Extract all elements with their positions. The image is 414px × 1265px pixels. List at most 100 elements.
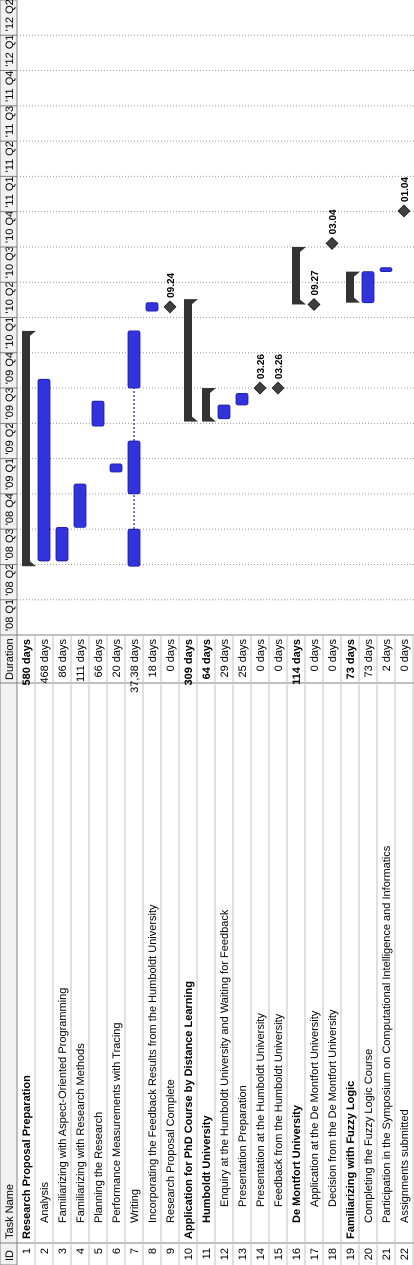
task-duration: 309 days [183,639,195,685]
task-name: Assignments submitted [399,1109,411,1223]
task-id: 20 [363,1248,375,1260]
milestone-date-label: 03.26 [274,354,285,379]
task-id: 11 [201,1248,213,1259]
task-duration: 25 days [237,639,249,678]
task-name: Enquiry at the Humboldt University and W… [219,909,231,1207]
task-id: 15 [273,1248,285,1260]
milestone-marker [397,204,411,218]
task-duration: 468 days [39,639,51,684]
task-id: 18 [327,1248,339,1260]
task-name: De Montfort University [291,1104,303,1223]
timeline-label: '09 Q4 [4,352,16,384]
milestone-marker [253,381,267,395]
timeline-label: '12 Q2 [4,0,16,31]
summary-bar-end [30,561,36,567]
summary-bar-end [30,330,36,336]
task-bar-segment [127,330,141,389]
timeline-label: '11 Q1 [4,176,16,207]
timeline-label: '08 Q4 [4,493,16,525]
milestone-marker [307,298,321,311]
task-name: Application for PhD Course by Distance L… [183,981,195,1239]
task-name: Research Proposal Preparation [21,1075,33,1239]
timeline-label: '09 Q3 [4,387,16,419]
task-duration: 111 days [75,639,87,683]
task-duration: 73 days [363,639,375,678]
summary-bar-end [192,299,198,305]
task-name: Participation in the Symposium on Comput… [381,845,393,1223]
task-duration: 580 days [21,639,33,685]
task-bar [37,378,51,562]
timeline-label: '11 Q2 [4,141,16,172]
task-bar [145,302,159,312]
task-name: Planning the Research [93,1112,105,1223]
task-id: 6 [111,1248,123,1254]
summary-bar [184,299,192,422]
task-id: 10 [183,1248,195,1260]
task-duration: 0 days [165,639,177,672]
task-name: Feedback from the Humboldt University [273,1013,285,1207]
timeline-label: '10 Q2 [4,281,16,313]
task-bar [55,527,69,562]
task-id: 1 [21,1248,33,1254]
task-duration: 0 days [255,639,267,672]
id-header: ID [4,1250,16,1261]
task-id: 12 [219,1248,231,1260]
task-id: 13 [237,1248,249,1260]
task-name-header: Task Name [4,1184,16,1239]
task-id: 17 [309,1248,321,1260]
timeline-label: '12 Q1 [4,34,16,66]
summary-bar [346,271,354,303]
duration-header: Duration [4,638,16,680]
task-bar [379,267,393,273]
timeline-label: '10 Q3 [4,246,16,278]
task-id: 7 [129,1248,141,1254]
task-duration: 64 days [201,639,213,679]
task-duration: 73 days [345,639,357,679]
task-duration: 0 days [399,639,411,672]
task-name: Writing [129,1189,141,1223]
task-id: 2 [39,1248,51,1254]
task-name: Familiarizing with Aspect-Oriented Progr… [57,988,69,1223]
task-id: 9 [165,1248,177,1254]
task-bar [217,404,231,420]
summary-bar-end [354,271,360,277]
timeline-label: '10 Q1 [4,317,16,349]
task-id: 3 [57,1248,69,1254]
header-bar [0,0,18,1265]
task-name: Presentation at the Humboldt University [255,1013,267,1207]
summary-bar-end [300,246,306,252]
milestone-date-label: 03.26 [256,354,267,379]
task-id: 14 [255,1248,267,1260]
task-bar [73,483,87,528]
timeline-label: '11 Q3 [4,106,16,137]
summary-bar-end [210,388,216,394]
task-name: Decision from the De Montfort University [327,1009,339,1207]
task-id: 8 [147,1248,159,1254]
summary-bar-end [354,297,360,303]
summary-bar [22,330,30,567]
milestone-date-label: 09.27 [310,270,321,295]
task-name: Application at the De Montfort Universit… [309,1010,321,1207]
timeline-label: '09 Q1 [4,458,16,490]
milestone-marker [271,381,285,395]
summary-bar-end [210,416,216,422]
task-id: 22 [399,1248,411,1260]
task-name: Completing the Fuzzy Logic Course [363,1049,375,1223]
task-duration: 0 days [309,639,321,672]
task-duration: 2 days [381,639,393,672]
task-name: Familiarizing with Fuzzy Logic [345,1081,357,1239]
summary-bar-end [300,299,306,305]
task-bar [235,392,249,406]
task-bar [91,400,105,427]
task-duration: 114 days [291,639,303,685]
task-duration: 86 days [57,639,69,678]
task-duration: 18 days [147,639,159,678]
milestone-date-label: 03.04 [328,209,339,234]
task-name: Incorporating the Feedback Results from … [147,904,159,1223]
task-name: Research Proposal Complete [165,1079,177,1223]
summary-bar [292,246,300,305]
